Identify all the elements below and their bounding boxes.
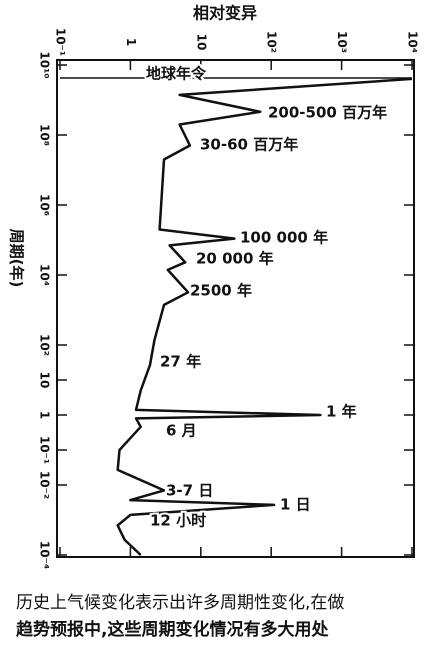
x-tick-label: 10⁴ bbox=[406, 31, 420, 53]
y-axis-label: 周期(年) bbox=[8, 229, 26, 288]
annotation: 30-60 百万年 bbox=[200, 136, 298, 154]
y-tick-label: 10 bbox=[38, 372, 52, 389]
x-tick-label: 1 bbox=[124, 38, 138, 46]
annotation: 27 年 bbox=[160, 353, 201, 371]
annotation: 200-500 百万年 bbox=[268, 104, 387, 122]
annotation: 6 月 bbox=[166, 422, 197, 440]
x-tick-label: 10³ bbox=[335, 31, 349, 53]
annotation: 3-7 日 bbox=[166, 482, 213, 500]
y-tick-label: 1 bbox=[38, 411, 52, 419]
annotation: 1 日 bbox=[280, 496, 311, 514]
caption-line: 趋势预报中,这些周期变化情况有多大用处 bbox=[16, 619, 329, 640]
annotation: 20 000 年 bbox=[196, 250, 274, 268]
annotation: 1 年 bbox=[326, 403, 357, 421]
x-tick-label: 10⁻¹ bbox=[54, 28, 68, 56]
curve bbox=[116, 77, 413, 556]
caption-line: 历史上气候变化表示出许多周期性变化,在做 bbox=[16, 593, 344, 613]
annotation: 12 小时 bbox=[150, 512, 206, 530]
y-tick-label: 10⁸ bbox=[38, 124, 52, 146]
chart-title: 相对变异 bbox=[193, 4, 257, 23]
y-tick-label: 10⁴ bbox=[38, 264, 52, 286]
x-tick-label: 10² bbox=[265, 31, 279, 53]
y-tick-label: 10⁻¹ bbox=[38, 436, 52, 464]
y-tick-label: 10¹⁰ bbox=[38, 51, 52, 78]
y-tick-label: 10⁻² bbox=[38, 471, 52, 499]
annotation: 地球年令 bbox=[146, 65, 207, 83]
annotation: 2500 年 bbox=[190, 282, 252, 300]
y-tick-label: 10² bbox=[38, 334, 52, 356]
annotation: 100 000 年 bbox=[240, 229, 328, 247]
y-tick-label: 10⁻⁴ bbox=[38, 541, 52, 569]
y-tick-label: 10⁶ bbox=[38, 194, 52, 216]
x-tick-label: 10 bbox=[194, 34, 208, 51]
plot-frame bbox=[56, 59, 415, 558]
